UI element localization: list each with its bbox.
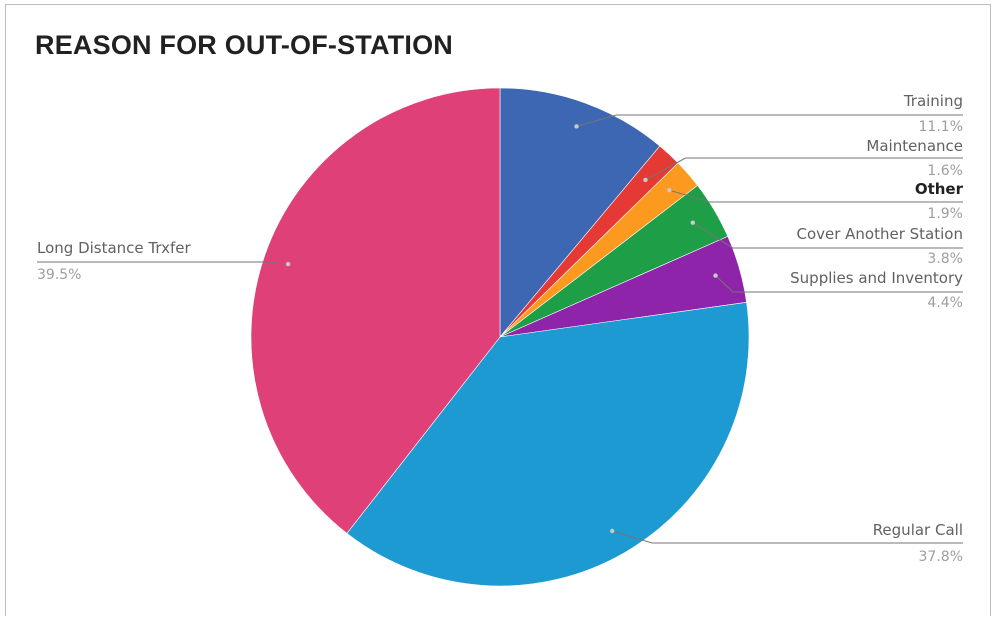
chart-frame <box>5 4 991 616</box>
slice-value-maintenance: 1.6% <box>927 163 963 179</box>
leader-line-training <box>576 114 963 127</box>
leader-line-other <box>669 189 963 203</box>
slice-value-long-distance-trxfer: 39.5% <box>37 267 81 283</box>
slice-label-other: Other <box>915 180 964 198</box>
slice-value-training: 11.1% <box>919 119 963 135</box>
leader-line-maintenance <box>645 157 963 181</box>
leader-dot-cover-another-station <box>690 220 695 225</box>
slice-label-long-distance-trxfer: Long Distance Trxfer <box>37 239 192 257</box>
slice-label-regular-call: Regular Call <box>873 521 963 539</box>
leader-line-supplies-and-inventory <box>715 275 963 293</box>
pie-slice-regular-call <box>346 302 750 587</box>
leader-lines <box>37 114 963 544</box>
slice-label-training: Training <box>903 92 963 110</box>
leader-line-long-distance-trxfer <box>37 261 289 265</box>
pie-slices <box>250 87 750 587</box>
slice-value-supplies-and-inventory: 4.4% <box>927 295 963 311</box>
leader-dot-maintenance <box>643 177 648 183</box>
leader-dot-other <box>667 188 672 193</box>
leader-dot-long-distance-trxfer <box>285 261 291 267</box>
slice-value-regular-call: 37.8% <box>919 549 963 565</box>
leader-line-regular-call <box>612 530 963 544</box>
slice-value-cover-another-station: 3.8% <box>927 251 963 267</box>
slice-label-cover-another-station: Cover Another Station <box>796 225 963 243</box>
leader-line-cover-another-station <box>692 222 963 249</box>
chart-title: REASON FOR OUT-OF-STATION <box>35 30 453 60</box>
pie-slice-long-distance-trxfer <box>250 87 501 534</box>
leader-dot-training <box>574 124 579 129</box>
slice-label-supplies-and-inventory: Supplies and Inventory <box>790 269 963 287</box>
slice-labels: Training 11.1% Maintenance 1.6%Other 1.9% Cov… <box>37 92 964 565</box>
slice-label-maintenance: Maintenance <box>866 137 963 155</box>
slice-value-other: 1.9% <box>927 206 963 222</box>
leader-dot-supplies-and-inventory <box>713 273 718 278</box>
leader-dot-regular-call <box>610 528 615 534</box>
pie-slice-training <box>499 87 661 338</box>
